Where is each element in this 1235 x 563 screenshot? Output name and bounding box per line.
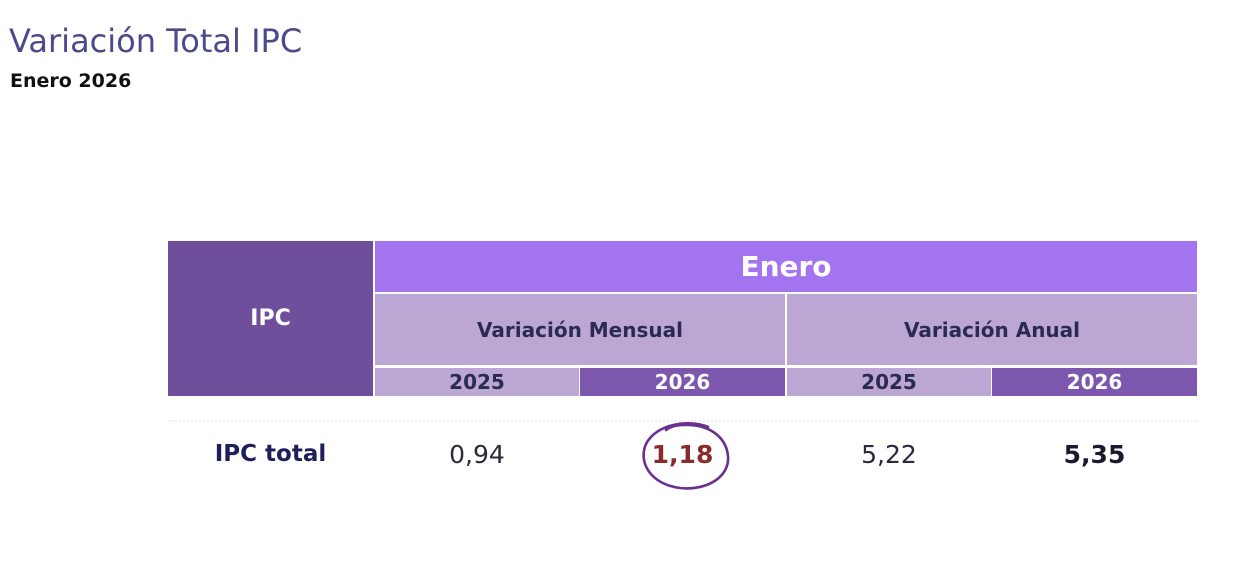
circle-stroke	[642, 422, 730, 490]
value-mensual-2026: 1,18	[651, 439, 714, 469]
value-anual-2026: 5,35	[1063, 439, 1126, 469]
page-subtitle: Enero 2026	[10, 70, 132, 92]
group-header-enero: Enero	[375, 241, 1197, 292]
row-divider	[168, 420, 1197, 422]
subheader-variacion-mensual: Variación Mensual	[375, 294, 785, 365]
year-header-mensual-2025: 2025	[375, 368, 579, 396]
year-header-anual-2025: 2025	[787, 368, 991, 396]
row-header-ipc: IPC	[168, 241, 373, 396]
hand-drawn-circle-annotation	[642, 422, 730, 490]
year-header-mensual-2026: 2026	[580, 368, 785, 396]
value-anual-2025: 5,22	[861, 439, 917, 469]
subheader-variacion-anual: Variación Anual	[787, 294, 1197, 365]
value-mensual-2025: 0,94	[449, 439, 505, 469]
page-title: Variación Total IPC	[9, 22, 303, 60]
year-header-anual-2026: 2026	[992, 368, 1197, 396]
row-label-ipc-total: IPC total	[214, 441, 327, 467]
